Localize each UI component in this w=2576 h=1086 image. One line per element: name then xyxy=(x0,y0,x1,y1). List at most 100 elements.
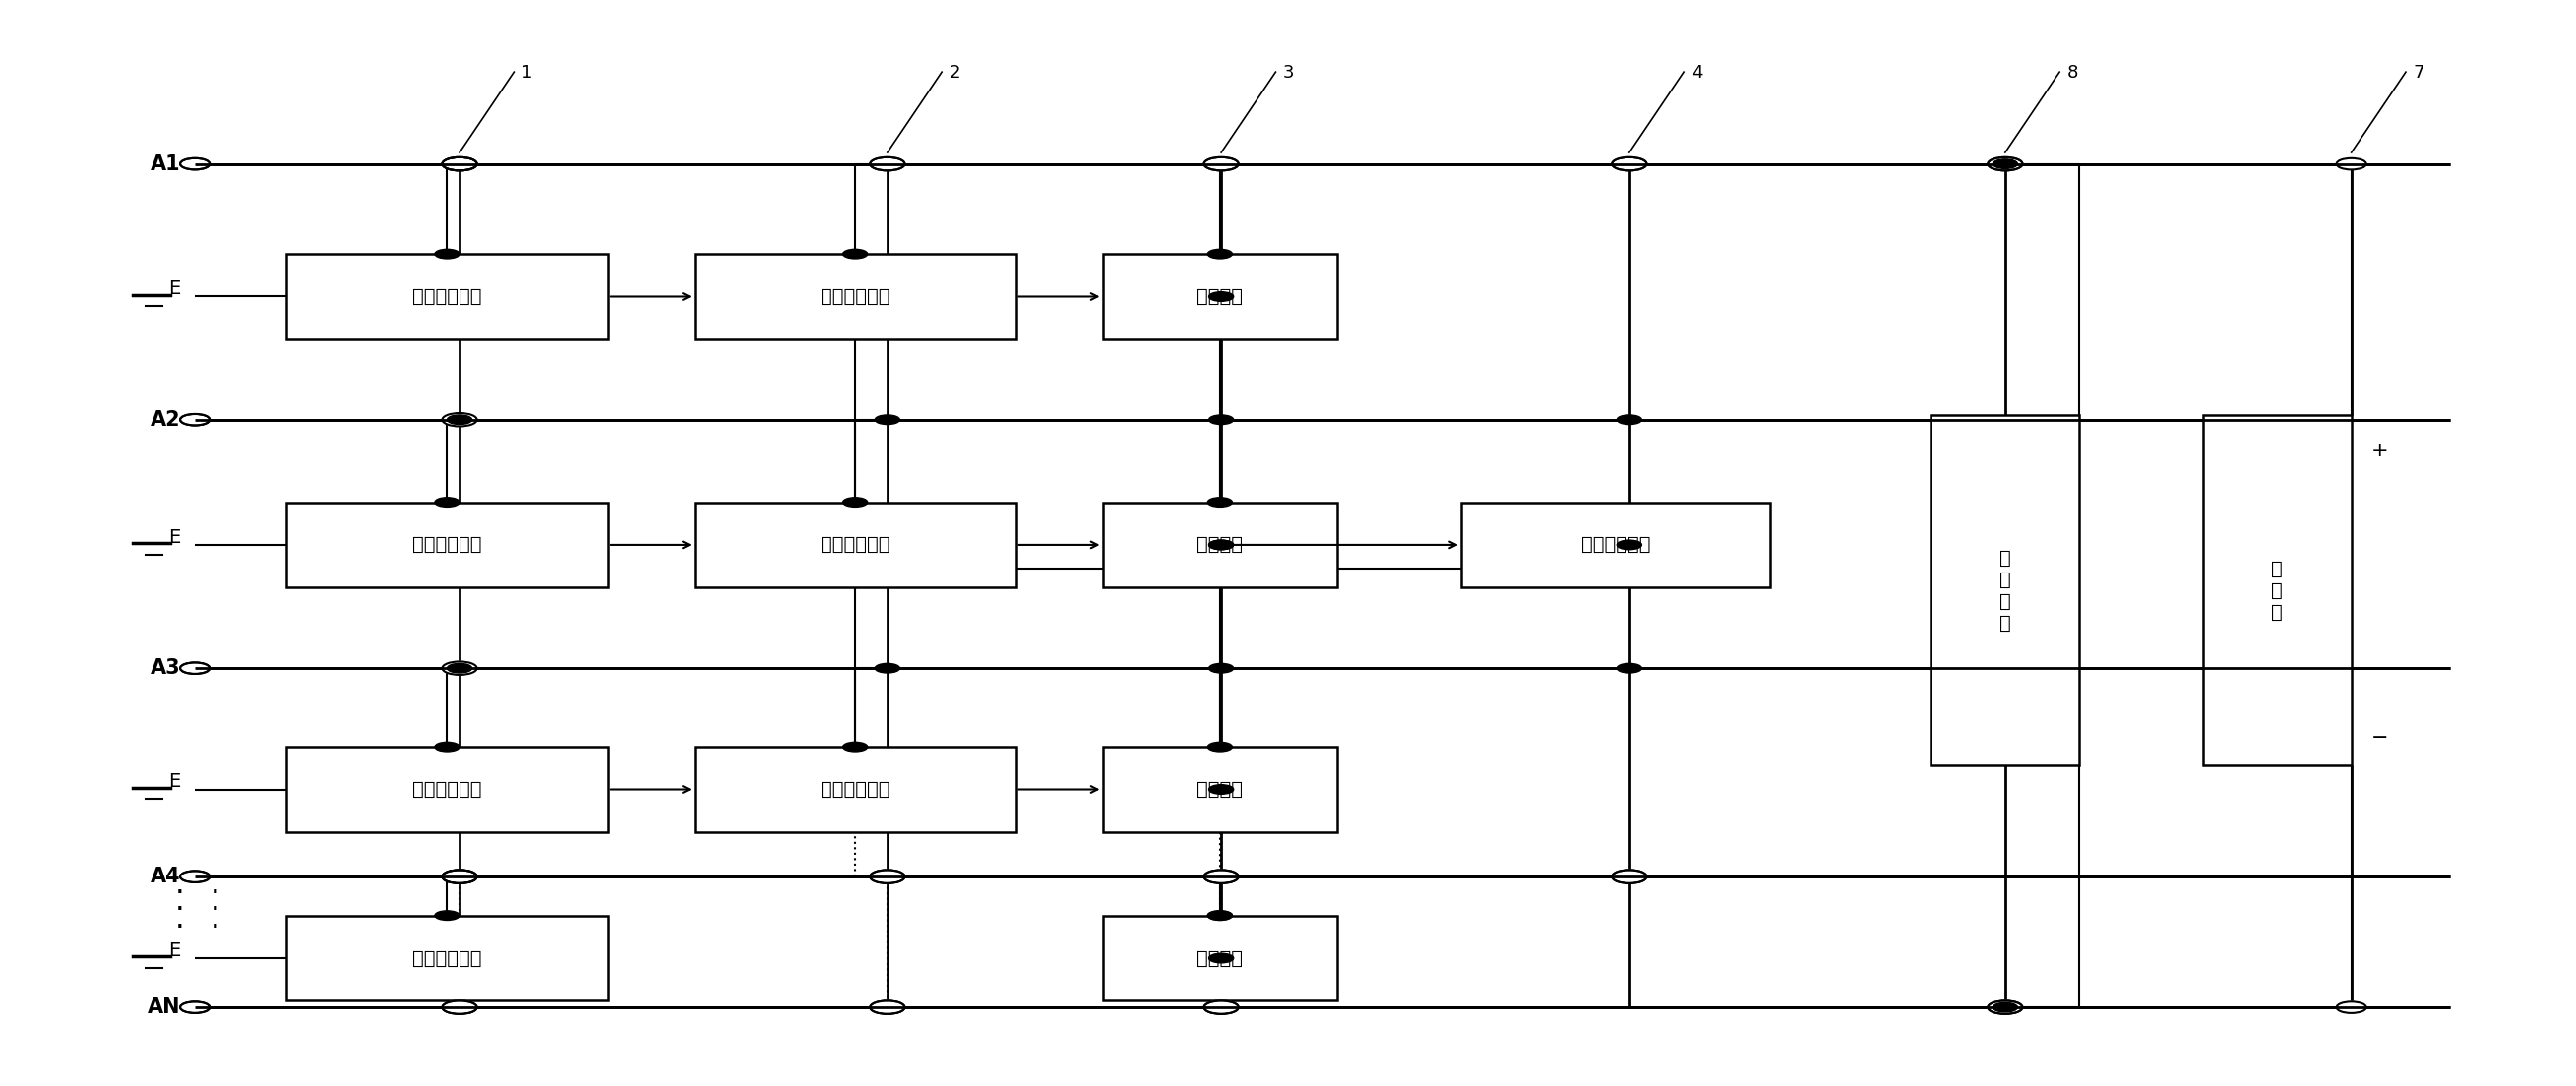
Text: 电压比较电路: 电压比较电路 xyxy=(822,780,889,799)
Circle shape xyxy=(435,249,459,258)
Circle shape xyxy=(180,871,209,882)
Circle shape xyxy=(1203,870,1239,883)
FancyBboxPatch shape xyxy=(696,254,1015,339)
Text: 充
电
器: 充 电 器 xyxy=(2272,559,2282,621)
Text: 用
电
设
备: 用 电 设 备 xyxy=(1999,548,2012,632)
Circle shape xyxy=(1994,1002,2017,1012)
Text: A3: A3 xyxy=(149,658,180,678)
Text: 电压比较电路: 电压比较电路 xyxy=(822,535,889,554)
Text: 电压取样电路: 电压取样电路 xyxy=(412,535,482,554)
FancyBboxPatch shape xyxy=(286,915,608,1001)
FancyBboxPatch shape xyxy=(286,502,608,588)
Circle shape xyxy=(2336,1001,2367,1013)
Circle shape xyxy=(1208,497,1231,507)
Text: +: + xyxy=(2370,440,2388,460)
FancyBboxPatch shape xyxy=(1103,254,1337,339)
Circle shape xyxy=(443,870,477,883)
Circle shape xyxy=(1989,157,2022,171)
Circle shape xyxy=(1208,415,1234,425)
Circle shape xyxy=(180,871,209,882)
Circle shape xyxy=(1208,249,1231,258)
Circle shape xyxy=(180,662,209,673)
Circle shape xyxy=(1203,157,1239,171)
Circle shape xyxy=(1618,664,1641,673)
Circle shape xyxy=(2336,159,2367,169)
Circle shape xyxy=(443,157,477,171)
Circle shape xyxy=(443,413,477,427)
Text: 4: 4 xyxy=(1690,64,1703,83)
Circle shape xyxy=(180,159,209,169)
FancyBboxPatch shape xyxy=(1103,915,1337,1001)
Circle shape xyxy=(871,870,904,883)
Circle shape xyxy=(871,157,904,171)
FancyBboxPatch shape xyxy=(1103,747,1337,832)
FancyBboxPatch shape xyxy=(286,254,608,339)
Circle shape xyxy=(180,414,209,426)
Circle shape xyxy=(1613,157,1646,171)
Circle shape xyxy=(448,415,471,425)
Text: 电压比较电路: 电压比较电路 xyxy=(822,287,889,306)
Text: A1: A1 xyxy=(149,154,180,174)
Circle shape xyxy=(1618,540,1641,550)
Circle shape xyxy=(842,497,868,507)
Circle shape xyxy=(443,661,477,674)
Circle shape xyxy=(443,870,477,883)
Text: 电压取样电路: 电压取样电路 xyxy=(412,780,482,799)
Circle shape xyxy=(443,870,477,883)
Text: 门槛限定电路: 门槛限定电路 xyxy=(1582,535,1651,554)
Circle shape xyxy=(871,157,904,171)
Text: 电压取样电路: 电压取样电路 xyxy=(412,287,482,306)
Circle shape xyxy=(876,415,899,425)
Circle shape xyxy=(1208,954,1234,963)
Text: ·: · xyxy=(211,880,219,908)
Text: ·: · xyxy=(211,896,219,925)
FancyBboxPatch shape xyxy=(696,502,1015,588)
Circle shape xyxy=(1208,785,1234,794)
Circle shape xyxy=(435,497,459,507)
Text: 8: 8 xyxy=(2066,64,2079,83)
Circle shape xyxy=(1208,540,1234,550)
Circle shape xyxy=(1208,911,1231,920)
Circle shape xyxy=(871,1001,904,1014)
Circle shape xyxy=(1208,911,1231,920)
Text: 1: 1 xyxy=(520,64,533,83)
Text: E: E xyxy=(167,528,180,546)
FancyBboxPatch shape xyxy=(286,747,608,832)
Circle shape xyxy=(1203,870,1239,883)
Circle shape xyxy=(1203,1001,1239,1014)
FancyBboxPatch shape xyxy=(1103,502,1337,588)
Circle shape xyxy=(1208,540,1234,550)
Text: ·: · xyxy=(175,896,185,925)
Text: 3: 3 xyxy=(1283,64,1293,83)
Text: 7: 7 xyxy=(2414,64,2424,83)
Circle shape xyxy=(1989,1001,2022,1014)
Text: ·: · xyxy=(175,880,185,908)
Circle shape xyxy=(1989,157,2022,171)
Text: ·: · xyxy=(211,913,219,942)
Circle shape xyxy=(180,414,209,426)
Circle shape xyxy=(1994,160,2017,168)
Circle shape xyxy=(1613,870,1646,883)
Text: 分流电路: 分流电路 xyxy=(1198,949,1244,968)
Text: 2: 2 xyxy=(948,64,961,83)
Circle shape xyxy=(1618,415,1641,425)
Text: E: E xyxy=(167,942,180,960)
Circle shape xyxy=(1989,1001,2022,1014)
Text: E: E xyxy=(167,280,180,299)
Circle shape xyxy=(1203,1001,1239,1014)
Circle shape xyxy=(1613,157,1646,171)
Circle shape xyxy=(842,742,868,752)
Circle shape xyxy=(443,157,477,171)
FancyBboxPatch shape xyxy=(2202,415,2352,766)
Circle shape xyxy=(435,911,459,920)
Circle shape xyxy=(443,1001,477,1014)
Circle shape xyxy=(1208,292,1234,301)
Circle shape xyxy=(1613,870,1646,883)
Circle shape xyxy=(842,249,868,258)
Text: 分流电路: 分流电路 xyxy=(1198,287,1244,306)
Circle shape xyxy=(1208,742,1231,752)
Circle shape xyxy=(435,742,459,752)
Circle shape xyxy=(180,1001,209,1013)
Text: AN: AN xyxy=(147,998,180,1018)
Circle shape xyxy=(871,870,904,883)
